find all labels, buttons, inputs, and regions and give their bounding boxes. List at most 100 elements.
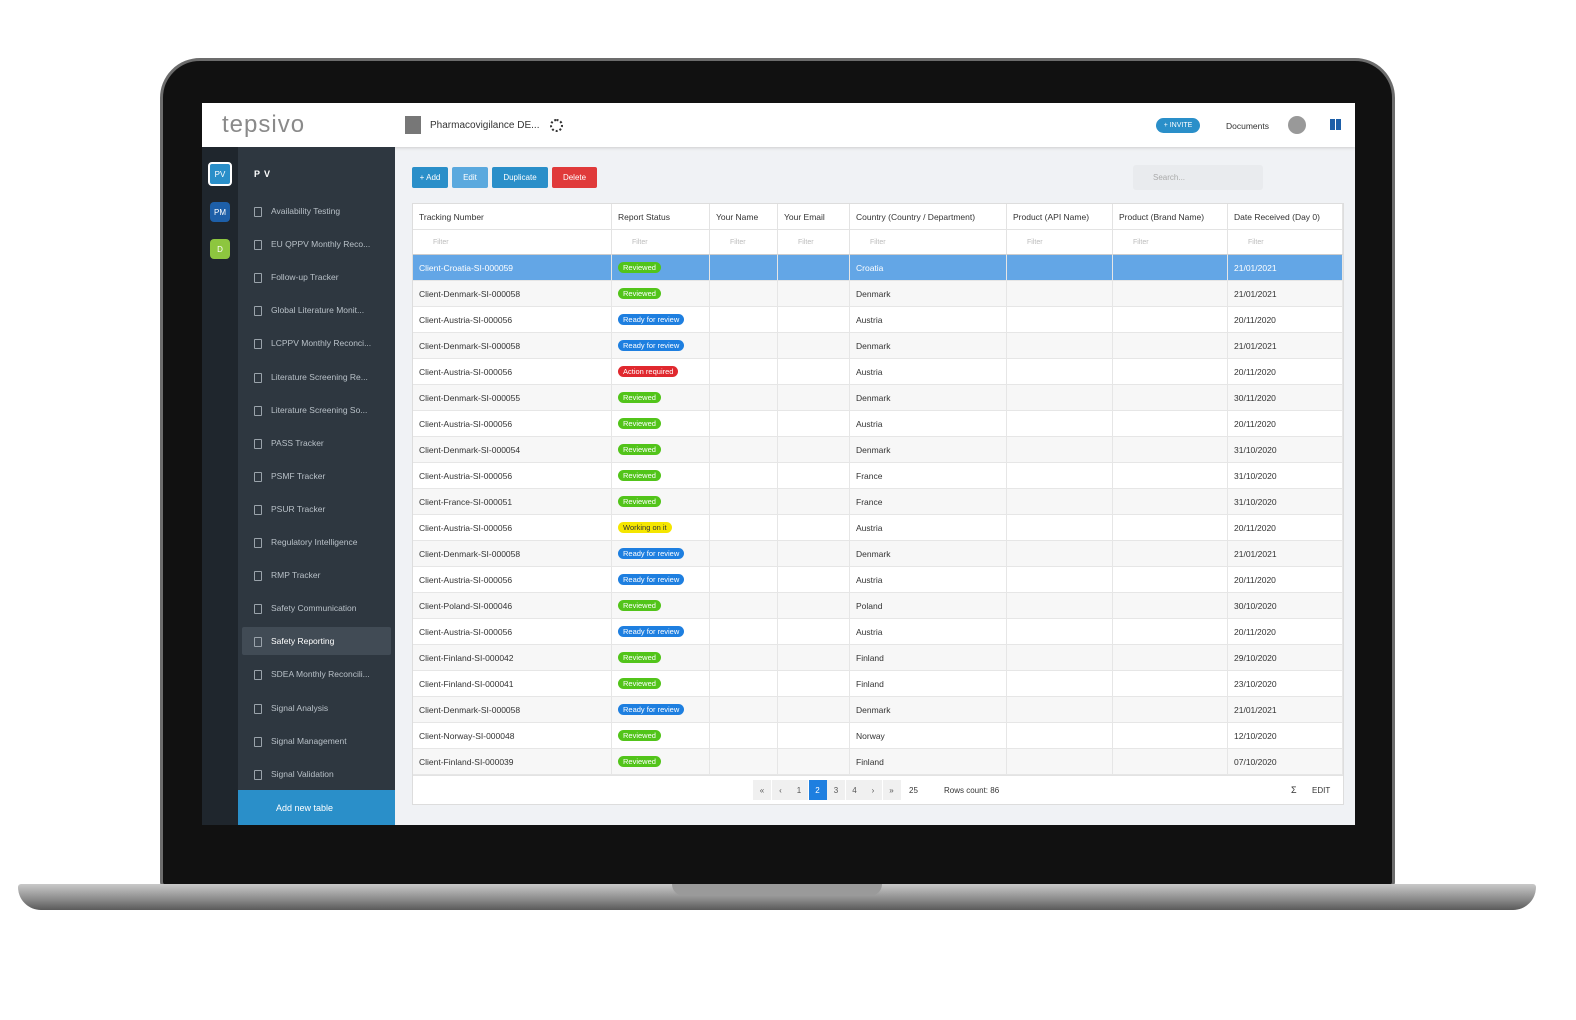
column-filter[interactable]: Filter	[1113, 230, 1228, 255]
tracking-number: Client-Norway-SI-000048	[413, 723, 612, 749]
search-placeholder: Search...	[1153, 173, 1186, 182]
add-table[interactable]: Add new table	[238, 790, 395, 825]
sidebar-item[interactable]: Literature Screening So...	[242, 396, 391, 424]
table-row[interactable]: Client-Austria-SI-000056 Working on it Aus…	[413, 515, 1343, 541]
table-row[interactable]: Client-Denmark-SI-000058 Ready for review…	[413, 697, 1343, 723]
column-header[interactable]: Your Email	[778, 204, 850, 230]
workspace-badge[interactable]: D	[210, 239, 230, 259]
pager-last[interactable]: »	[882, 780, 901, 800]
tracking-number: Client-Austria-SI-000056	[413, 359, 612, 385]
pager-page[interactable]: 4	[845, 780, 864, 800]
pager-page[interactable]: 3	[827, 780, 845, 800]
sidebar-item[interactable]: EU QPPV Monthly Reco...	[242, 230, 391, 258]
sidebar-item[interactable]: LCPPV Monthly Reconci...	[242, 329, 391, 357]
table-row[interactable]: Client-Finland-SI-000042 Reviewed Finland 2…	[413, 645, 1343, 671]
sidebar-item[interactable]: Signal Validation	[242, 760, 391, 788]
documents-link[interactable]: Documents	[1226, 121, 1269, 131]
sidebar-label: PASS Tracker	[271, 437, 324, 448]
date-received: 20/11/2020	[1228, 619, 1343, 645]
add-button[interactable]: + Add	[412, 167, 448, 188]
duplicate-button[interactable]: Duplicate	[492, 167, 548, 188]
table-row[interactable]: Client-Austria-SI-000056 Reviewed Austria 2…	[413, 411, 1343, 437]
table-row[interactable]: Client-Finland-SI-000039 Reviewed Finland 0…	[413, 749, 1343, 775]
sidebar-item[interactable]: RMP Tracker	[242, 561, 391, 589]
column-header[interactable]: Country (Country / Department)	[850, 204, 1007, 230]
workspace-badge[interactable]: PM	[210, 202, 230, 222]
sidebar-item[interactable]: Signal Management	[242, 727, 391, 755]
name-cell	[710, 671, 778, 697]
country: Austria	[850, 515, 1007, 541]
apps-icon[interactable]	[1330, 119, 1341, 130]
pager-first[interactable]: «	[753, 780, 771, 800]
column-filter[interactable]: Filter	[612, 230, 710, 255]
logo[interactable]: tepsivo	[222, 111, 306, 138]
table-row[interactable]: Client-Poland-SI-000046 Reviewed Poland 30/…	[413, 593, 1343, 619]
tracking-number: Client-Austria-SI-000056	[413, 463, 612, 489]
table-row[interactable]: Client-France-SI-000051 Reviewed France 31/…	[413, 489, 1343, 515]
sidebar-icon	[254, 372, 262, 383]
workspace-badge[interactable]: PV	[208, 162, 232, 186]
table-row[interactable]: Client-Denmark-SI-000058 Ready for review…	[413, 541, 1343, 567]
name-cell	[710, 697, 778, 723]
sidebar-item[interactable]: Availability Testing	[242, 197, 391, 225]
column-header[interactable]: Date Received (Day 0)	[1228, 204, 1343, 230]
email-cell	[778, 385, 850, 411]
sidebar-icon	[254, 405, 262, 416]
sidebar-item[interactable]: Safety Communication	[242, 594, 391, 622]
pager-page[interactable]: 1	[790, 780, 808, 800]
name-cell	[710, 619, 778, 645]
status-cell: Working on it	[612, 515, 710, 541]
column-filter[interactable]: Filter	[710, 230, 778, 255]
table-row[interactable]: Client-Austria-SI-000056 Action required A…	[413, 359, 1343, 385]
sidebar-item[interactable]: PASS Tracker	[242, 429, 391, 457]
table-row[interactable]: Client-Finland-SI-000041 Reviewed Finland 2…	[413, 671, 1343, 697]
table-row[interactable]: Client-Denmark-SI-000055 Reviewed Denmark 3…	[413, 385, 1343, 411]
column-header[interactable]: Your Name	[710, 204, 778, 230]
sidebar-item[interactable]: Global Literature Monit...	[242, 296, 391, 324]
edit-button[interactable]: EDIT	[1312, 786, 1331, 795]
table-row[interactable]: Client-Austria-SI-000056 Reviewed France 31…	[413, 463, 1343, 489]
pager-prev[interactable]: ‹	[771, 780, 790, 800]
workspace-name[interactable]: Pharmacovigilance DE...	[430, 120, 540, 131]
api-cell	[1007, 359, 1113, 385]
table-row[interactable]: Client-Austria-SI-000056 Ready for review…	[413, 567, 1343, 593]
table-row[interactable]: Client-Norway-SI-000048 Reviewed Norway 12/…	[413, 723, 1343, 749]
column-header[interactable]: Product (Brand Name)	[1113, 204, 1228, 230]
sidebar-item[interactable]: Signal Analysis	[242, 694, 391, 722]
settings-icon[interactable]	[550, 119, 563, 132]
column-filter[interactable]: Filter	[778, 230, 850, 255]
table-row[interactable]: Client-Croatia-SI-000059 Reviewed Croatia 2…	[413, 255, 1343, 281]
column-filter[interactable]: Filter	[850, 230, 1007, 255]
pager-next[interactable]: ›	[864, 780, 882, 800]
page-size[interactable]: 25	[909, 786, 918, 795]
pager-page[interactable]: 2	[808, 780, 827, 800]
column-filter[interactable]: Filter	[1007, 230, 1113, 255]
search-box[interactable]: Search...	[1133, 165, 1263, 190]
column-header[interactable]: Tracking Number	[413, 204, 612, 230]
table-row[interactable]: Client-Austria-SI-000056 Ready for review…	[413, 307, 1343, 333]
sidebar-item[interactable]: Safety Reporting	[242, 627, 391, 656]
sidebar-item[interactable]: Literature Screening Re...	[242, 363, 391, 391]
sidebar-item[interactable]: PSUR Tracker	[242, 495, 391, 523]
avatar[interactable]	[1288, 116, 1306, 134]
sum-button[interactable]: Σ	[1291, 785, 1297, 795]
table-row[interactable]: Client-Denmark-SI-000058 Ready for review…	[413, 333, 1343, 359]
top-bar: tepsivo Pharmacovigilance DE... + INVITE…	[202, 103, 1355, 147]
sidebar-item[interactable]: PSMF Tracker	[242, 462, 391, 490]
sidebar-item[interactable]: Follow-up Tracker	[242, 263, 391, 291]
sidebar-icon	[254, 769, 262, 780]
invite-button[interactable]: + INVITE	[1156, 118, 1200, 133]
column-filter[interactable]: Filter	[413, 230, 612, 255]
table-row[interactable]: Client-Austria-SI-000056 Ready for review…	[413, 619, 1343, 645]
brand-cell	[1113, 541, 1228, 567]
column-header[interactable]: Report Status	[612, 204, 710, 230]
edit-button[interactable]: Edit	[452, 167, 488, 188]
sidebar-item[interactable]: SDEA Monthly Reconcili...	[242, 660, 391, 688]
delete-button[interactable]: Delete	[552, 167, 597, 188]
table-row[interactable]: Client-Denmark-SI-000058 Reviewed Denmark 2…	[413, 281, 1343, 307]
column-filter[interactable]: Filter	[1228, 230, 1343, 255]
table-row[interactable]: Client-Denmark-SI-000054 Reviewed Denmark 3…	[413, 437, 1343, 463]
api-cell	[1007, 541, 1113, 567]
column-header[interactable]: Product (API Name)	[1007, 204, 1113, 230]
sidebar-item[interactable]: Regulatory Intelligence	[242, 528, 391, 556]
